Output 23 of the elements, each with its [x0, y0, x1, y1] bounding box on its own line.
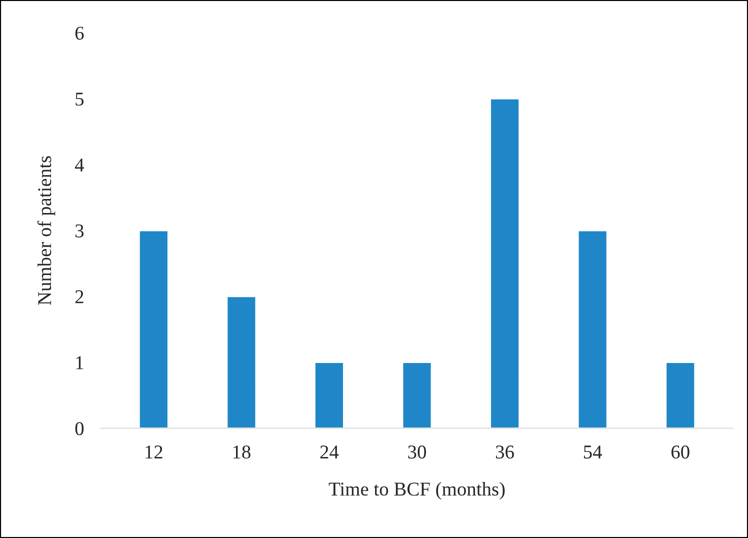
x-tick-label: 24	[320, 446, 339, 458]
x-axis-title: Time to BCF (months)	[328, 482, 505, 500]
bar	[226, 296, 257, 428]
x-tick-label: 36	[496, 446, 514, 459]
x-tick-label: 30	[408, 445, 426, 459]
bar	[402, 362, 432, 428]
y-tick-label: 1	[76, 356, 84, 370]
x-tick-label: 18	[233, 445, 250, 459]
y-tick-label: 3	[76, 224, 84, 238]
bar	[490, 98, 520, 428]
bar	[665, 362, 696, 428]
y-tick-label: 2	[75, 290, 84, 304]
bar	[314, 362, 344, 428]
y-tick-label: 4	[74, 158, 84, 172]
x-tick-label: 60	[671, 445, 690, 459]
x-tick-label: 12	[146, 446, 162, 458]
x-tick-label: 54	[584, 446, 602, 459]
bar	[577, 230, 608, 428]
y-tick-label: 0	[75, 422, 84, 436]
y-tick-label: 6	[75, 26, 84, 40]
y-tick-label: 5	[76, 92, 84, 106]
y-axis-title: Number of patients	[37, 156, 56, 306]
bar	[138, 230, 169, 428]
